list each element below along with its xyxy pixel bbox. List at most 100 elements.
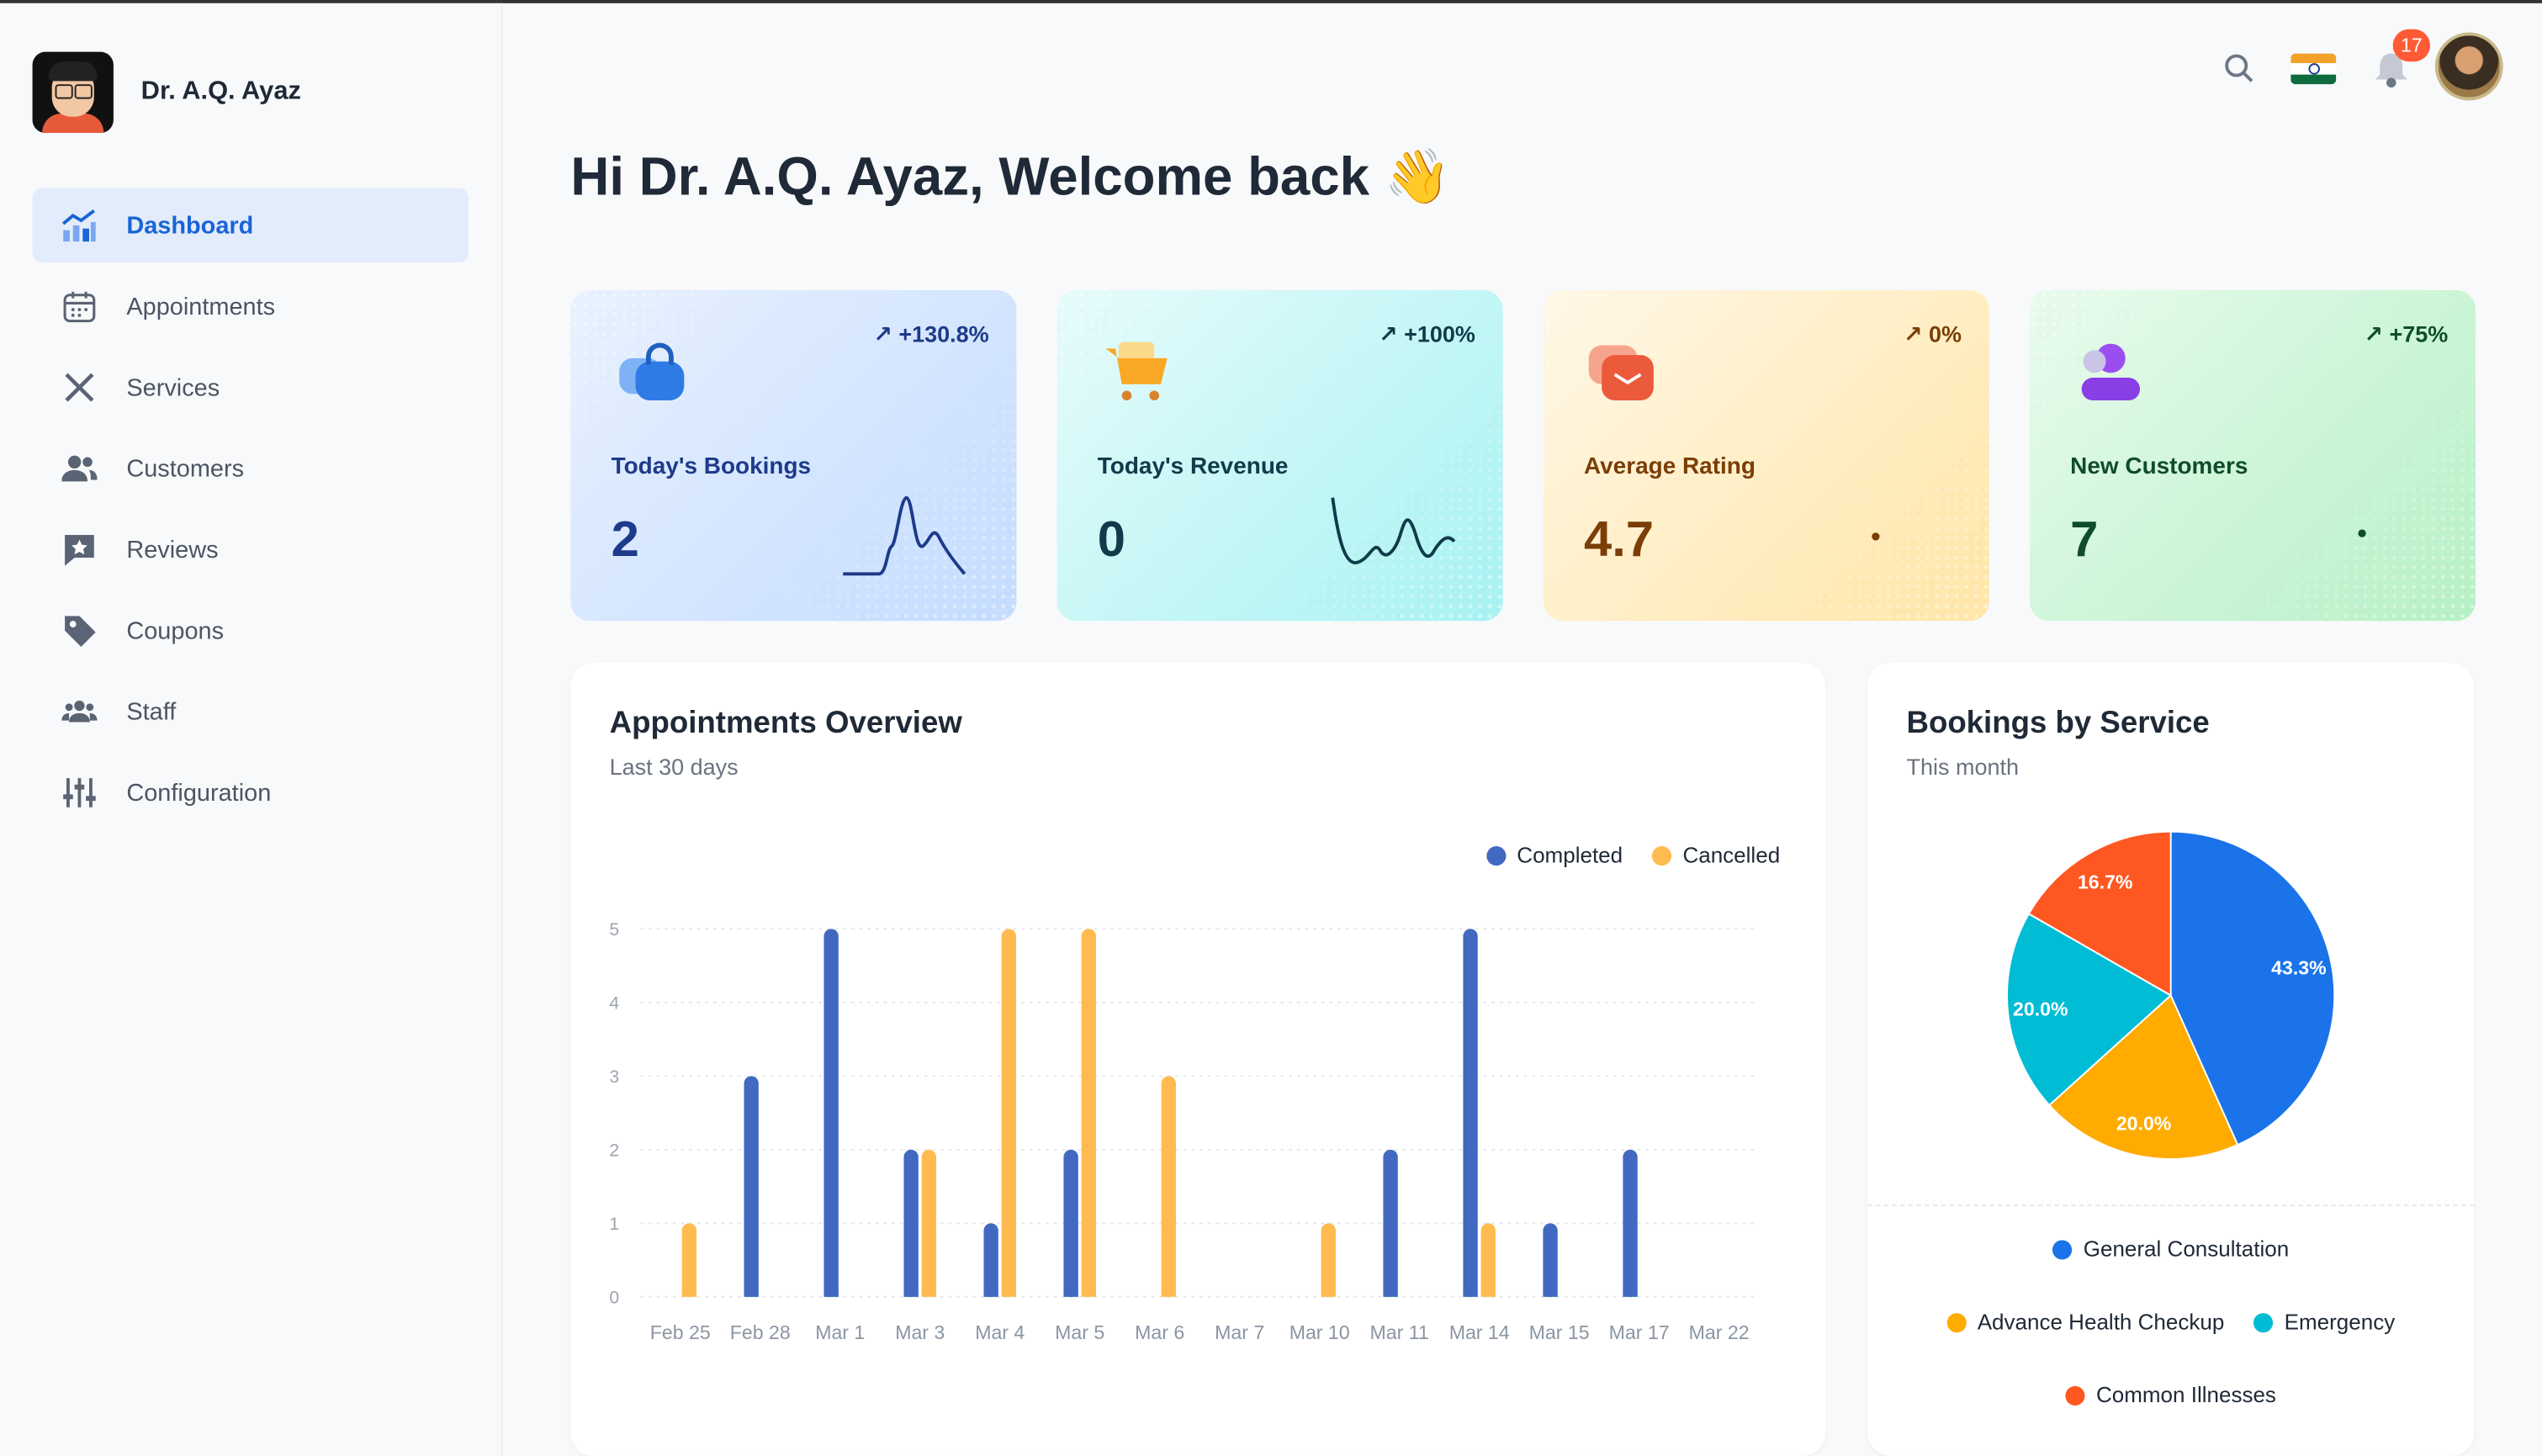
card-value: 4.7: [1583, 511, 1655, 568]
star-icon: [61, 532, 97, 567]
card-value: 2: [611, 511, 639, 568]
panel-title: Bookings by Service: [1906, 707, 2210, 741]
bar-completed: [1383, 1149, 1398, 1297]
x-tick-label: Mar 6: [1135, 1321, 1184, 1343]
y-tick-label: 3: [609, 1067, 619, 1087]
legend-common-illnesses[interactable]: Common Illnesses: [2065, 1383, 2276, 1407]
user-avatar[interactable]: [2434, 32, 2503, 101]
x-tick-label: Mar 3: [895, 1321, 945, 1343]
brand: Dr. A.Q. Ayaz: [32, 51, 301, 134]
x-tick-label: Mar 14: [1449, 1321, 1510, 1343]
users-icon: [61, 451, 98, 486]
sidebar-item-staff[interactable]: Staff: [33, 675, 469, 749]
calendar-icon: [61, 289, 97, 324]
bookings-by-service-panel: Bookings by Service This month 43.3% 20.0…: [1867, 663, 2475, 1456]
x-tick-label: Mar 11: [1370, 1321, 1429, 1343]
legend-general-consultation[interactable]: General Consultation: [2052, 1237, 2289, 1261]
notification-badge: 17: [2392, 29, 2431, 62]
staff-icon: [61, 694, 98, 729]
stat-card-rating[interactable]: ↗ 0% Average Rating 4.7: [1543, 289, 1989, 622]
sidebar-item-label: Reviews: [126, 535, 219, 564]
sidebar-item-services[interactable]: Services: [33, 350, 469, 425]
x-tick-label: Mar 5: [1055, 1321, 1104, 1343]
bar-completed: [983, 1223, 998, 1297]
x-tick-label: Feb 28: [730, 1321, 791, 1343]
sidebar-item-label: Dashboard: [126, 211, 254, 240]
user-name: Dr. A.Q. Ayaz: [140, 77, 301, 106]
sparkline: [1331, 497, 1456, 564]
bar-base: [1480, 1289, 1496, 1297]
bar-base: [1463, 1289, 1478, 1297]
bar-completed: [1463, 929, 1478, 1297]
greeting-text: Hi Dr. A.Q. Ayaz, Welcome back: [570, 146, 1370, 206]
x-tick-label: Mar 4: [975, 1321, 1025, 1343]
bar-base: [1543, 1289, 1558, 1297]
x-tick-label: Feb 25: [650, 1321, 711, 1343]
stat-card-revenue[interactable]: ↗ +100% Today's Revenue 0: [1057, 289, 1503, 622]
sidebar-item-label: Appointments: [126, 292, 276, 320]
sparkline: [2358, 529, 2366, 537]
sidebar-item-reviews[interactable]: Reviews: [33, 512, 469, 587]
sidebar-item-label: Customers: [126, 454, 245, 483]
x-tick-label: Mar 10: [1290, 1321, 1350, 1343]
wave-icon: 👋: [1384, 146, 1451, 206]
card-label: New Customers: [2070, 453, 2248, 480]
sidebar-item-coupons[interactable]: Coupons: [33, 593, 469, 668]
bar-cancelled: [1321, 1223, 1336, 1297]
stat-card-customers[interactable]: ↗ +75% New Customers 7: [2029, 289, 2476, 622]
y-tick-label: 0: [609, 1289, 619, 1308]
bar-completed: [1543, 1223, 1558, 1297]
pie-slice: [2006, 913, 2173, 1107]
india-flag-icon[interactable]: [2290, 53, 2337, 85]
sidebar-item-customers[interactable]: Customers: [33, 432, 469, 506]
legend-advance-health-checkup[interactable]: Advance Health Checkup: [1946, 1310, 2224, 1334]
sidebar-item-configuration[interactable]: Configuration: [33, 755, 469, 830]
pie-label: 20.0%: [2116, 1112, 2172, 1134]
change-indicator: ↗ 0%: [1903, 320, 1962, 347]
sparkline: [1872, 532, 1880, 541]
sidebar-item-appointments[interactable]: Appointments: [33, 269, 469, 344]
bar-base: [1161, 1289, 1176, 1297]
bar-completed: [824, 929, 839, 1297]
bar-base: [983, 1289, 998, 1297]
shopping-cart-icon: [1105, 341, 1168, 401]
card-value: 7: [2070, 511, 2099, 568]
sidebar-item-label: Staff: [126, 697, 177, 726]
bar-base: [1623, 1289, 1638, 1297]
x-tick-label: Mar 1: [815, 1321, 865, 1343]
bar-base: [1321, 1289, 1336, 1297]
tools-icon: [61, 369, 97, 405]
chart-legend: Completed Cancelled: [1485, 843, 1780, 867]
message-icon: [1588, 345, 1654, 401]
sidebar-item-dashboard[interactable]: Dashboard: [32, 188, 469, 263]
y-tick-label: 4: [609, 994, 619, 1014]
sliders-icon: [61, 775, 97, 810]
bar-completed: [1063, 1149, 1078, 1297]
shopping-bag-icon: [619, 342, 685, 401]
bell-icon[interactable]: [2374, 50, 2409, 98]
legend-completed[interactable]: Completed: [1485, 843, 1623, 867]
legend-cancelled[interactable]: Cancelled: [1651, 843, 1780, 867]
card-value: 0: [1097, 511, 1126, 568]
bar-cancelled: [921, 1149, 937, 1297]
legend-emergency[interactable]: Emergency: [2253, 1310, 2395, 1334]
bar-base: [1383, 1289, 1398, 1297]
appointments-overview-panel: Appointments Overview Last 30 days Compl…: [570, 663, 1826, 1456]
bar-completed: [1623, 1149, 1638, 1297]
bar-cancelled: [1480, 1223, 1496, 1297]
bar-base: [1081, 1289, 1096, 1297]
sidebar: Dr. A.Q. Ayaz Dashboard Appointments Ser…: [0, 3, 503, 1456]
search-icon[interactable]: [2222, 52, 2255, 93]
bar-completed: [744, 1076, 759, 1297]
card-label: Average Rating: [1583, 453, 1756, 480]
appointments-bar-chart: 0 1 2 3 4 5 Feb 25 Feb 28 Mar 1 Mar 3 Mar 4 Mar 5 Ma…: [609, 920, 1760, 1343]
stat-card-bookings[interactable]: ↗ +130.8% Today's Bookings 2: [570, 289, 1017, 622]
tag-icon: [61, 613, 97, 649]
bar-base: [744, 1289, 759, 1297]
profile-logo: [32, 51, 114, 134]
panel-subtitle: Last 30 days: [609, 754, 739, 781]
change-indicator: ↗ +130.8%: [873, 320, 989, 347]
pie-slice: [2169, 830, 2336, 1146]
sidebar-item-label: Coupons: [126, 617, 225, 645]
y-tick-label: 2: [609, 1141, 619, 1161]
